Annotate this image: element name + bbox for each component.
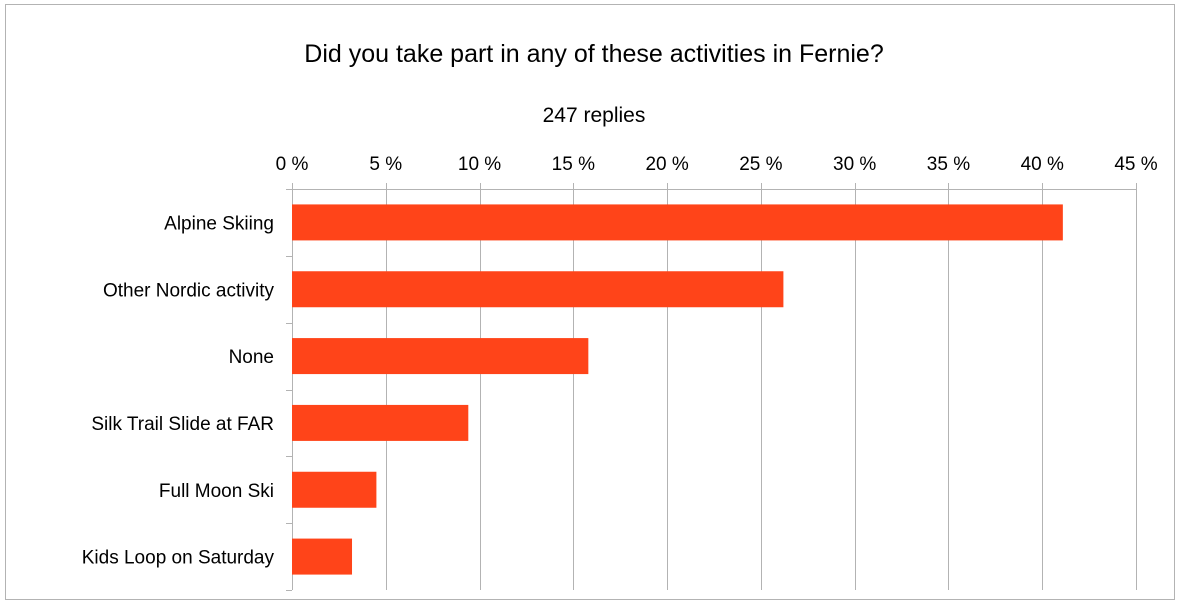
category-label: Silk Trail Slide at FAR [91, 414, 274, 435]
category-label: Full Moon Ski [159, 481, 274, 502]
bar-1 [292, 271, 784, 308]
x-tick-label: 25 % [739, 154, 782, 175]
x-tick-label: 5 % [369, 154, 402, 175]
bar-0 [292, 204, 1063, 241]
bar-5 [292, 538, 353, 575]
bar-4 [292, 471, 377, 508]
x-tick-label: 35 % [927, 154, 970, 175]
x-tick-label: 40 % [1021, 154, 1064, 175]
x-tick-label: 45 % [1114, 154, 1157, 175]
bar-2 [292, 338, 589, 375]
bar-3 [292, 404, 469, 441]
category-label: Alpine Skiing [164, 213, 274, 234]
chart-title: Did you take part in any of these activi… [304, 40, 883, 68]
y-axis-categories: Alpine Skiing Other Nordic activity None Si… [82, 213, 275, 568]
x-tick-label: 10 % [458, 154, 501, 175]
bars [292, 204, 1063, 575]
category-label: Other Nordic activity [103, 280, 275, 301]
gridlines [286, 183, 1137, 591]
x-tick-label: 15 % [552, 154, 595, 175]
category-label: None [229, 347, 274, 368]
category-label: Kids Loop on Saturday [82, 548, 275, 569]
x-tick-label: 30 % [833, 154, 876, 175]
chart-subtitle: 247 replies [543, 104, 646, 127]
x-tick-label: 0 % [276, 154, 309, 175]
x-axis-ticks: 0 % 5 % 10 % 15 % 20 % 25 % 30 % 35 % 40 % 45 % [276, 154, 1158, 175]
x-tick-label: 20 % [645, 154, 688, 175]
